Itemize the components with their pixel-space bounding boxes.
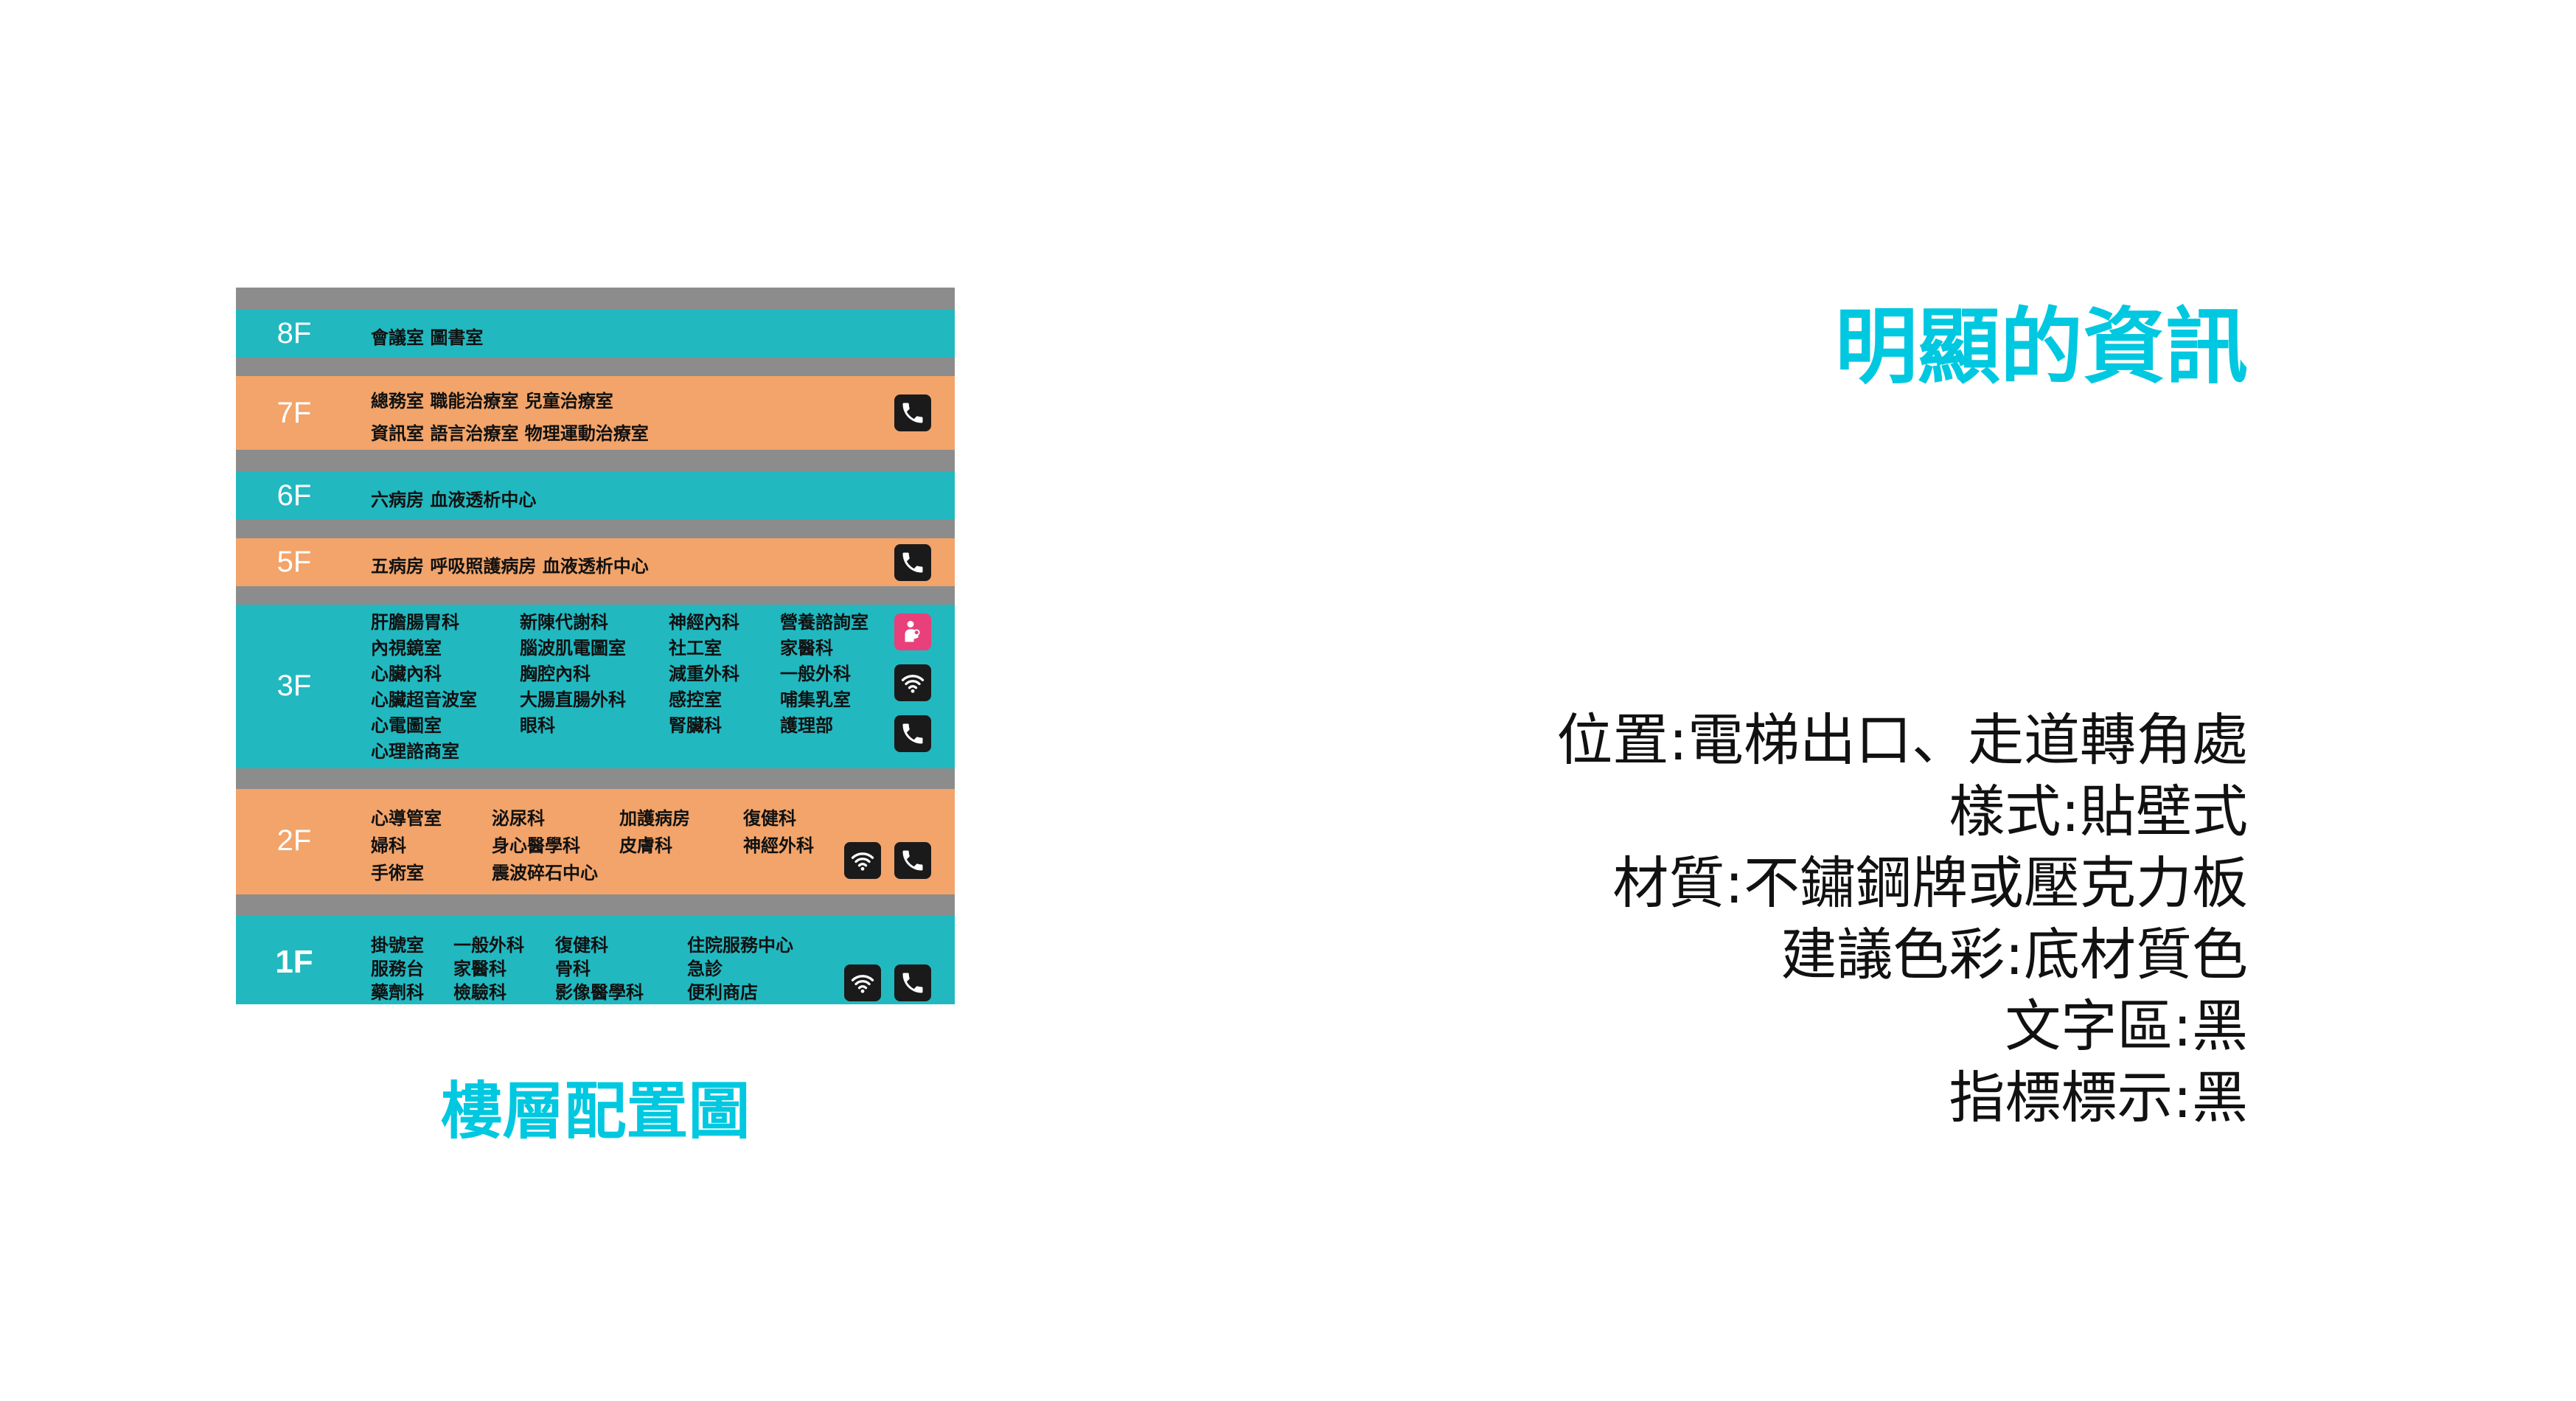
room-text: 泌尿科 xyxy=(492,808,545,829)
room-text: 新陳代謝科 xyxy=(520,612,608,633)
room-text: 胸腔內科 xyxy=(520,664,591,684)
room-text: 震波碎石中心 xyxy=(492,863,598,883)
room-text: 神經外科 xyxy=(743,835,814,856)
room-text: 眼科 xyxy=(520,715,555,736)
room-text: 藥劑科 xyxy=(371,982,424,1003)
room-text: 復健科 xyxy=(555,935,608,956)
room-text: 身心醫學科 xyxy=(492,835,580,856)
board-caption: 樓層配置圖 xyxy=(440,1075,751,1147)
page-title: 明顯的資訊 xyxy=(1835,299,2248,395)
spec-text-area: 文字區:黑 xyxy=(2005,993,2248,1059)
phone-icon xyxy=(894,964,931,1001)
room-text: 便利商店 xyxy=(687,982,758,1003)
floor-band-3f: 3F 肝膽腸胃科 新陳代謝科 神經內科 營養諮詢室 內視鏡室 腦波肌電圖室 社工… xyxy=(236,605,955,768)
wifi-icon xyxy=(844,842,881,879)
floor-label: 2F xyxy=(276,824,312,857)
phone-icon xyxy=(894,544,931,581)
floor-label: 8F xyxy=(276,317,312,350)
room-text: 神經內科 xyxy=(669,612,739,633)
spec-list: 位置:電梯出口、走道轉角處 樣式:貼壁式 材質:不鏽鋼牌或壓克力板 建議色彩:底… xyxy=(1556,704,2248,1133)
room-text: 手術室 xyxy=(371,863,424,883)
wifi-icon xyxy=(894,664,931,701)
room-text: 心電圖室 xyxy=(371,715,442,736)
floor-label: 3F xyxy=(276,670,312,702)
phone-icon xyxy=(894,842,931,879)
room-text: 心理諮商室 xyxy=(371,741,459,762)
spec-color: 建議色彩:底材質色 xyxy=(1780,922,2248,987)
spec-style: 樣式:貼壁式 xyxy=(1949,779,2248,844)
room-text: 住院服務中心 xyxy=(687,935,793,956)
room-text: 感控室 xyxy=(669,689,722,710)
floor-band-7f: 7F 總務室 職能治療室 兒童治療室 資訊室 語言治療室 物理運動治療室 xyxy=(236,376,955,450)
room-text: 服務台 xyxy=(371,959,424,979)
spec-location: 位置:電梯出口、走道轉角處 xyxy=(1556,707,2248,773)
floor-band-8f: 8F 會議室 圖書室 xyxy=(236,310,955,358)
room-text: 腎臟科 xyxy=(669,715,722,736)
room-text: 急診 xyxy=(687,959,723,979)
floor-label: 7F xyxy=(276,397,312,429)
wifi-icon xyxy=(844,964,881,1001)
room-text: 資訊室 語言治療室 物理運動治療室 xyxy=(371,423,649,444)
room-text: 五病房 呼吸照護病房 血液透析中心 xyxy=(371,556,649,577)
room-text: 總務室 職能治療室 兒童治療室 xyxy=(371,391,613,411)
floor-label: 6F xyxy=(276,479,312,512)
room-text: 皮膚科 xyxy=(619,835,672,856)
room-text: 心臟超音波室 xyxy=(371,689,477,710)
room-text: 掛號室 xyxy=(371,935,424,956)
room-text: 肝膽腸胃科 xyxy=(371,612,459,633)
room-text: 檢驗科 xyxy=(453,982,507,1003)
room-text: 大腸直腸外科 xyxy=(520,689,626,710)
floor-band-6f: 6F 六病房 血液透析中心 xyxy=(236,472,955,520)
floor-band-1f: 1F 掛號室 一般外科 復健科 住院服務中心 服務台 家醫科 骨科 急診 藥劑科… xyxy=(236,916,955,1004)
floor-label: 5F xyxy=(276,546,312,578)
room-text: 哺集乳室 xyxy=(780,689,851,710)
floor-band-2f: 2F 心導管室 泌尿科 加護病房 復健科 婦科 身心醫學科 皮膚科 神經外科 手… xyxy=(236,789,955,894)
floor-directory-board: 8F 會議室 圖書室 7F 總務室 職能治療室 兒童治療室 資訊室 語言治療室 … xyxy=(236,288,955,1004)
room-text: 心臟內科 xyxy=(371,664,442,684)
room-text: 加護病房 xyxy=(619,808,690,829)
nursing-room-icon xyxy=(894,613,931,650)
room-text: 心導管室 xyxy=(371,808,442,829)
spec-material: 材質:不鏽鋼牌或壓克力板 xyxy=(1612,850,2248,916)
floor-band-5f: 5F 五病房 呼吸照護病房 血液透析中心 xyxy=(236,538,955,586)
room-text: 社工室 xyxy=(669,638,722,658)
floor-label: 1F xyxy=(275,944,313,980)
room-text: 影像醫學科 xyxy=(555,982,644,1003)
room-text: 內視鏡室 xyxy=(371,638,442,658)
spec-indicator: 指標標示:黑 xyxy=(1949,1065,2248,1130)
room-text: 六病房 血液透析中心 xyxy=(371,490,537,510)
room-text: 骨科 xyxy=(555,959,591,979)
room-text: 家醫科 xyxy=(780,638,833,658)
room-text: 腦波肌電圖室 xyxy=(520,638,626,658)
room-text: 護理部 xyxy=(780,715,833,736)
room-text: 一般外科 xyxy=(780,664,851,684)
room-text: 會議室 圖書室 xyxy=(371,327,484,348)
room-text: 減重外科 xyxy=(669,664,739,684)
room-text: 婦科 xyxy=(371,835,406,856)
room-text: 復健科 xyxy=(743,808,796,829)
room-text: 家醫科 xyxy=(453,959,507,979)
room-text: 營養諮詢室 xyxy=(780,612,868,633)
phone-icon xyxy=(894,394,931,431)
phone-icon xyxy=(894,715,931,752)
room-text: 一般外科 xyxy=(453,935,524,956)
